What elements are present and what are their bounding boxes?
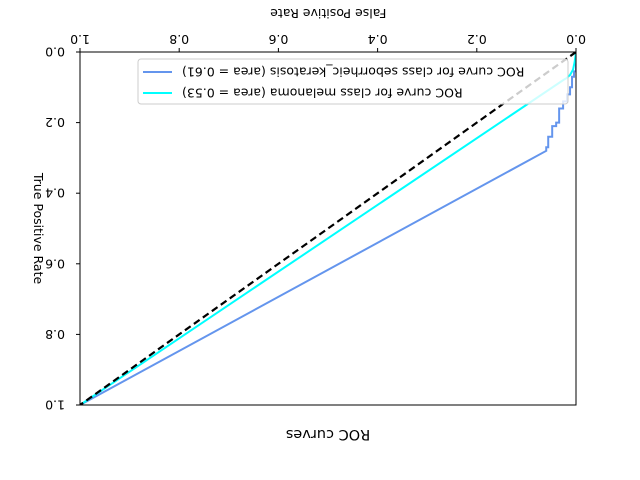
y-tick-label: 0.4 bbox=[45, 186, 65, 201]
legend-label-1: ROC curve for class melanoma (area = 0.5… bbox=[182, 86, 463, 101]
x-tick-label: 0.8 bbox=[169, 32, 189, 47]
y-tick-label: 0.6 bbox=[45, 256, 65, 271]
y-tick-label: 1.0 bbox=[45, 398, 65, 413]
legend-label-0: ROC curve for class seborrheic_keratosis… bbox=[182, 65, 524, 80]
y-tick-label: 0.2 bbox=[45, 115, 65, 130]
chance-diagonal-line bbox=[80, 52, 576, 405]
legend-box bbox=[137, 58, 569, 105]
x-tick-label: 0.4 bbox=[368, 32, 388, 47]
x-axis-label: False Positive Rate bbox=[270, 6, 386, 21]
y-tick-label: 0.8 bbox=[45, 327, 65, 342]
legend: ROC curve for class seborrheic_keratosis… bbox=[137, 58, 569, 105]
x-tick-label: 0.6 bbox=[268, 32, 288, 47]
series-line-0 bbox=[80, 52, 576, 405]
axes-frame bbox=[79, 51, 577, 406]
x-tick-label: 0.2 bbox=[467, 32, 487, 47]
y-tick-label: 0.0 bbox=[45, 45, 65, 60]
axes-layer: 0.0 0.2 0.4 0.6 0.8 1.0 0.0 0.2 0.4 0.6 0.8 1.0 Fals… bbox=[31, 6, 586, 442]
x-tick-label: 1.0 bbox=[70, 32, 90, 47]
x-tick-label: 0.0 bbox=[566, 32, 586, 47]
y-axis-label: True Positive Rate bbox=[31, 172, 46, 285]
chart-title: ROC curves bbox=[286, 426, 370, 442]
